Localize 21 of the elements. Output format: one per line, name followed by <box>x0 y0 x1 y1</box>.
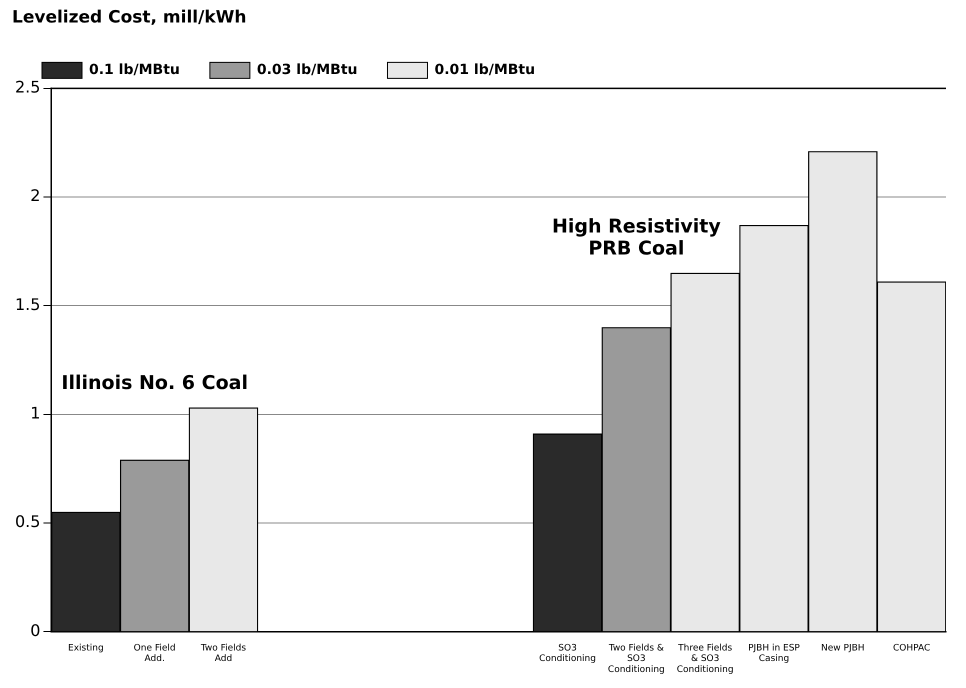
annotation: High Resistivity PRB Coal <box>552 216 722 260</box>
x-tick-label: PJBH in ESP Casing <box>748 643 800 664</box>
x-tick-label: One Field Add. <box>134 643 176 664</box>
y-tick-label: 1.5 <box>14 294 40 314</box>
x-tick-label: COHPAC <box>892 643 930 654</box>
y-tick-label: 0 <box>30 620 40 640</box>
x-tick-label: Three Fields & SO3 Conditioning <box>676 643 734 675</box>
legend-label: 0.03 lb/MBtu <box>256 62 358 78</box>
x-tick-label: Existing <box>68 643 104 654</box>
x-tick-label: SO3 Conditioning <box>539 643 596 664</box>
legend-label: 0.01 lb/MBtu <box>434 62 536 78</box>
y-axis-title: Levelized Cost, mill/kWh <box>12 8 246 28</box>
legend-label: 0.1 lb/MBtu <box>89 62 180 78</box>
x-tick-label: Two Fields Add <box>200 643 246 664</box>
annotation: Illinois No. 6 Coal <box>61 372 248 394</box>
x-tick-label: New PJBH <box>821 643 865 654</box>
y-tick-label: 1 <box>30 403 40 422</box>
y-tick-label: 2 <box>30 186 40 206</box>
y-tick-label: 2.5 <box>14 78 40 97</box>
x-tick-label: Two Fields & SO3 Conditioning <box>608 643 665 675</box>
y-tick-label: 0.5 <box>14 512 40 532</box>
